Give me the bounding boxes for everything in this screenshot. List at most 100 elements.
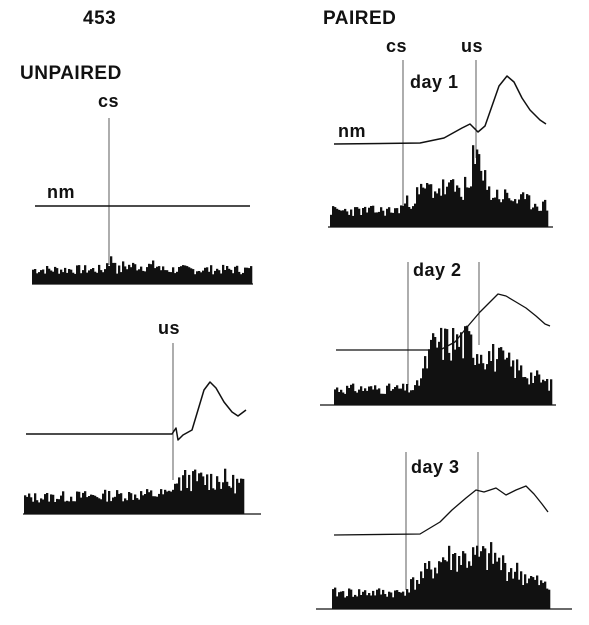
histogram-bin <box>512 360 515 405</box>
histogram-bin <box>166 270 169 284</box>
histogram-bin <box>64 501 67 514</box>
histogram-bin <box>496 189 499 227</box>
histogram-bin <box>512 578 515 609</box>
histogram-bin <box>460 196 463 227</box>
histogram-bin <box>178 267 181 284</box>
histogram-bin <box>402 206 405 227</box>
histogram-bin <box>486 570 489 609</box>
histogram-bin <box>246 267 249 284</box>
unpaired-us-nm-trace <box>26 381 247 441</box>
histogram-bin <box>200 272 203 284</box>
histogram-bin <box>364 206 367 227</box>
histogram-bin <box>100 270 103 284</box>
histogram-bin <box>350 384 353 405</box>
histogram-bin <box>62 272 65 284</box>
histogram-bin <box>480 354 483 405</box>
histogram-bin <box>42 269 45 284</box>
histogram-bin <box>332 206 335 227</box>
histogram-bin <box>434 191 437 227</box>
histogram-bin <box>372 590 375 609</box>
histogram-bin <box>196 481 199 514</box>
histogram-bin <box>464 176 467 227</box>
histogram-bin <box>542 582 545 609</box>
histogram-bin <box>72 272 75 284</box>
histogram-bin <box>356 392 359 405</box>
histogram-bin <box>336 208 339 227</box>
histogram-bin <box>388 207 391 227</box>
histogram-bin <box>430 339 433 405</box>
histogram-bin <box>110 501 113 514</box>
histogram-bin <box>82 270 85 284</box>
histogram-bin <box>180 266 183 284</box>
histogram-bin <box>170 272 173 284</box>
histogram-bin <box>140 491 143 514</box>
histogram-bin <box>150 264 153 284</box>
histogram-bin <box>204 485 207 514</box>
histogram-bin <box>350 209 353 227</box>
histogram-bin <box>448 182 451 227</box>
histogram-bin <box>478 154 481 227</box>
histogram-bin <box>86 272 89 284</box>
histogram-bin <box>172 267 175 284</box>
histogram-bin <box>452 179 455 227</box>
histogram-bin <box>98 264 101 284</box>
histogram-bin <box>504 359 507 405</box>
histogram-bin <box>394 208 397 227</box>
histogram-bin <box>522 192 525 227</box>
histogram-bin <box>214 270 217 284</box>
histogram-bin <box>534 579 537 609</box>
histogram-bin <box>418 583 421 609</box>
histogram-bin <box>396 208 399 227</box>
day2-label: day 2 <box>413 260 462 280</box>
histogram-bin <box>240 478 243 514</box>
histogram-bin <box>412 577 415 609</box>
histogram-bin <box>464 326 467 405</box>
histogram-bin <box>236 478 239 514</box>
histogram-bin <box>472 145 475 227</box>
histogram-bin <box>46 266 49 284</box>
histogram-bin <box>464 553 467 609</box>
histogram-bin <box>468 561 471 609</box>
histogram-bin <box>150 490 153 514</box>
histogram-bin <box>194 274 197 284</box>
histogram-bin <box>492 344 495 405</box>
histogram-bin <box>396 385 399 405</box>
histogram-bin <box>114 496 117 514</box>
histogram-bin <box>506 357 509 405</box>
histogram-bin <box>416 187 419 227</box>
histogram-bin <box>40 498 43 514</box>
histogram-bin <box>494 371 497 405</box>
histogram-bin <box>438 341 441 405</box>
histogram-bin <box>26 496 29 514</box>
histogram-bin <box>102 272 105 284</box>
histogram-bin <box>38 272 41 284</box>
unpaired-heading: UNPAIRED <box>20 63 122 84</box>
histogram-bin <box>168 490 171 514</box>
histogram-bin <box>424 356 427 405</box>
histogram-bin <box>406 384 409 405</box>
histogram-bin <box>66 272 69 284</box>
histogram-bin <box>362 591 365 609</box>
histogram-bin <box>520 194 523 227</box>
histogram-bin <box>60 495 63 514</box>
histogram-bin <box>408 207 411 227</box>
histogram-bin <box>192 471 195 514</box>
histogram-bin <box>188 267 191 284</box>
histogram-bin <box>342 210 345 227</box>
histogram-bin <box>220 273 223 284</box>
unpaired-cs-histogram <box>32 256 253 284</box>
histogram-bin <box>188 474 191 514</box>
histogram-bin <box>34 493 37 514</box>
histogram-bin <box>478 363 481 405</box>
histogram-bin <box>510 366 513 405</box>
histogram-bin <box>228 268 231 284</box>
histogram-bin <box>524 574 527 609</box>
histogram-bin <box>378 211 381 227</box>
histogram-bin <box>518 199 521 227</box>
histogram-bin <box>526 378 529 405</box>
histogram-bin <box>52 271 55 284</box>
histogram-bin <box>380 594 383 609</box>
histogram-bin <box>332 589 335 609</box>
